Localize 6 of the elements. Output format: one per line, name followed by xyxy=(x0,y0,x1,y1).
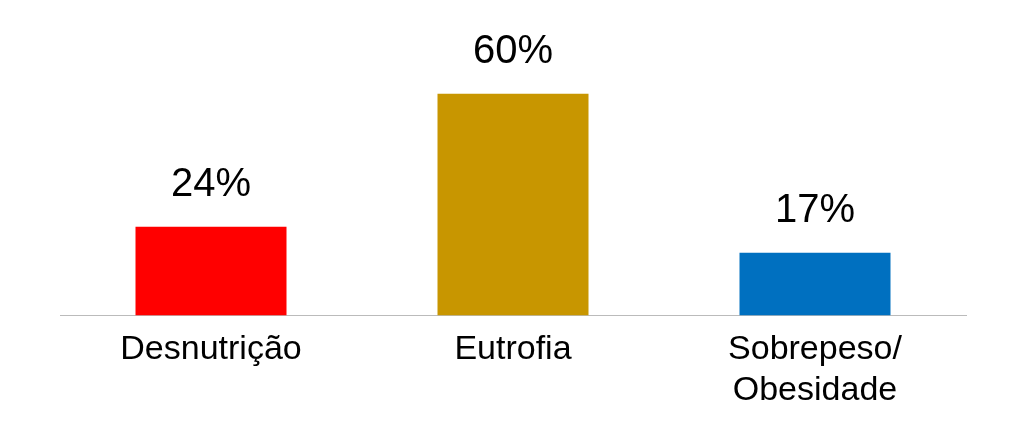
data-label: 24% xyxy=(170,159,252,204)
x-tick-label: Sobrepeso/ Obesidade xyxy=(728,328,903,407)
x-tick-label: Eutrofia xyxy=(454,328,572,367)
x-tick-label: Desnutrição xyxy=(120,328,302,367)
data-label: 60% xyxy=(472,26,554,71)
data-label: 17% xyxy=(774,185,856,230)
